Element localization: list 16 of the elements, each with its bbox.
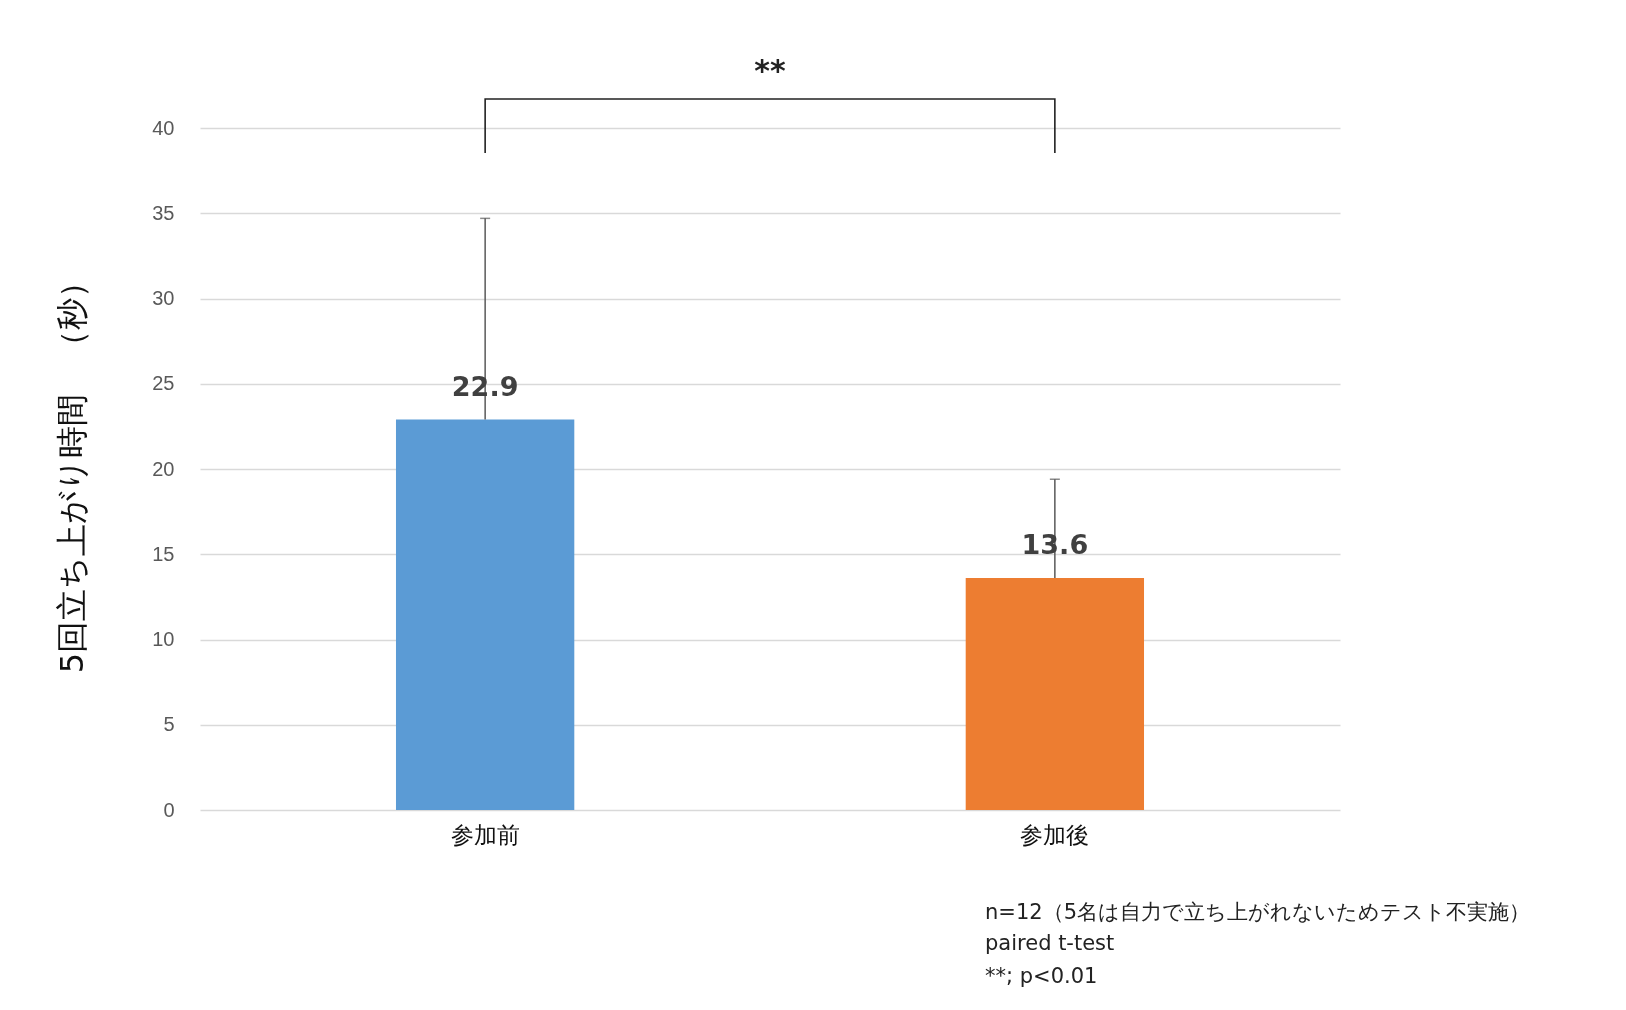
text: paired t-test	[985, 931, 1115, 955]
text: **	[754, 53, 786, 88]
y-tick-label: 5	[163, 713, 175, 736]
y-tick-label: 25	[152, 372, 175, 395]
x-tick-label: 参加後	[1020, 821, 1090, 848]
text: n=12（5名は自力で立ち上がれないためテスト不実施）	[985, 899, 1530, 926]
y-tick-label: 30	[152, 287, 175, 309]
y-tick-label: 20	[152, 457, 175, 480]
text: **; p<0.01	[985, 964, 1098, 988]
y-axis-title: 5回立ち上がり時間 （秒）	[53, 265, 92, 674]
y-tick-label: 10	[152, 628, 175, 650]
y-tick-label: 15	[152, 542, 175, 565]
y-tick-label: 35	[152, 201, 175, 224]
x-tick-label: 参加前	[450, 821, 520, 848]
y-tick-label: 40	[152, 116, 175, 139]
y-tick-label: 0	[163, 798, 175, 821]
